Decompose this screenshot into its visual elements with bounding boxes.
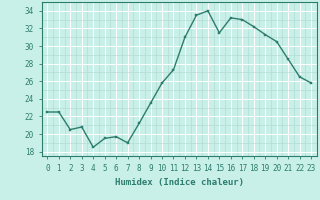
X-axis label: Humidex (Indice chaleur): Humidex (Indice chaleur) <box>115 178 244 187</box>
